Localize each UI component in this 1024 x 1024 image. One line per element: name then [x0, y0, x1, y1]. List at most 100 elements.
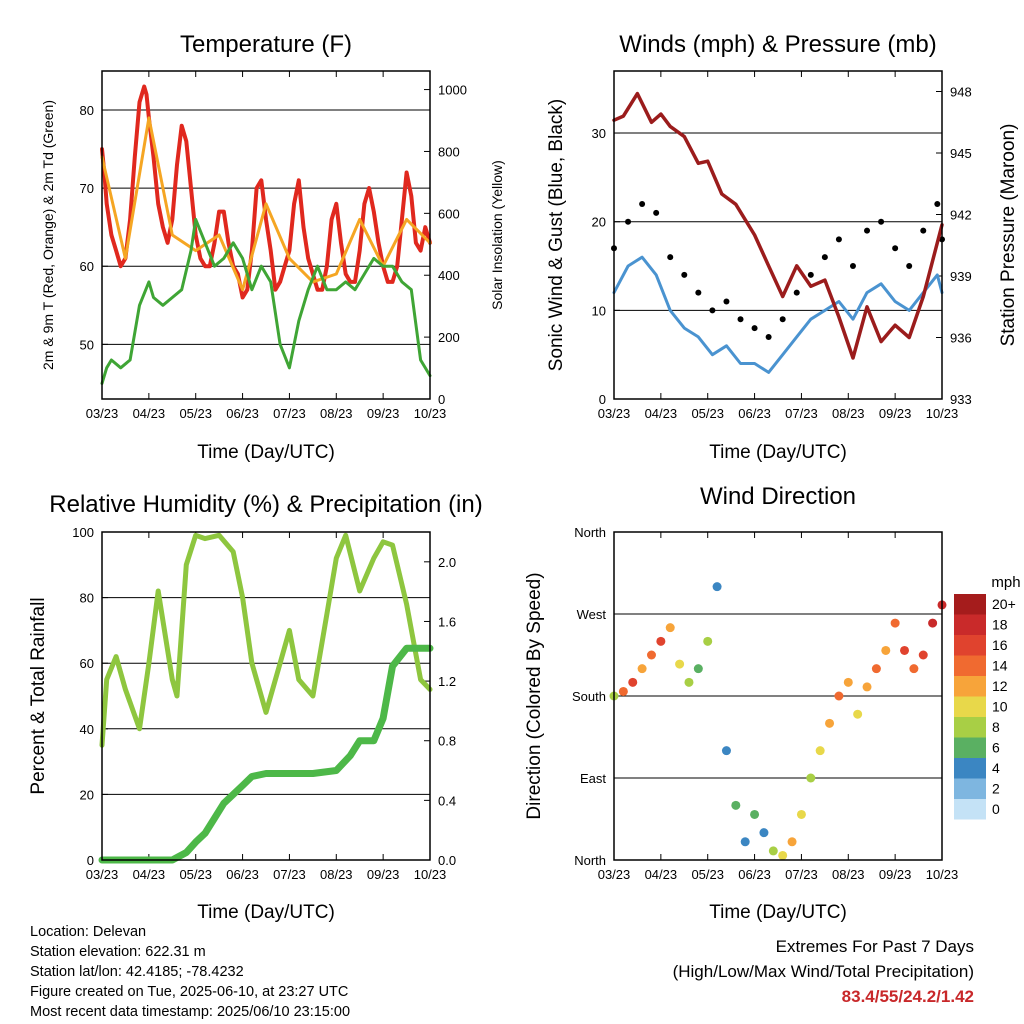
y-tick-label: 60 [80, 656, 94, 671]
y-tick-label: 30 [592, 126, 606, 141]
direction-point [628, 677, 638, 687]
temperature-plot-frame [101, 70, 431, 400]
x-tick-label: 04/23 [133, 406, 166, 421]
colorbar-swatch [954, 655, 986, 676]
y-tick-label: North [574, 525, 606, 540]
winds-series-line [612, 255, 944, 374]
colorbar-unit: mph [991, 574, 1020, 591]
extremes-subtitle: (High/Low/Max Wind/Total Precipitation) [672, 962, 974, 981]
winds-gust-point [723, 298, 730, 305]
colorbar-swatch [954, 737, 986, 758]
x-tick-label: 08/23 [320, 867, 353, 882]
direction-plot-frame [613, 531, 943, 861]
direction-point [646, 650, 656, 660]
y-tick-label: 20 [592, 215, 606, 230]
y-tick-label: South [572, 689, 606, 704]
winds-gust-point [681, 271, 688, 278]
winds-series-line [612, 91, 944, 360]
winds-ylabel-left: Sonic Wind & Gust (Blue, Black) [546, 99, 567, 371]
y-right-tick-label: 945 [950, 146, 972, 161]
winds-gust-point [765, 333, 772, 340]
colorbar-swatch [954, 799, 986, 820]
y-right-tick-label: 0.0 [438, 853, 456, 868]
x-tick-label: 09/23 [879, 867, 912, 882]
direction-point [825, 718, 835, 728]
direction-point [787, 837, 797, 847]
direction-point [900, 645, 910, 655]
direction-point [815, 746, 825, 756]
colorbar-label: 18 [992, 617, 1008, 633]
x-tick-label: 03/23 [86, 406, 119, 421]
humidity-series-line [99, 532, 433, 748]
direction-point [665, 623, 675, 633]
x-tick-label: 07/23 [785, 867, 818, 882]
winds-gust-point [793, 289, 800, 296]
y-tick-label: 0 [599, 392, 606, 407]
direction-point [881, 645, 891, 655]
colorbar-label: 10 [992, 699, 1008, 715]
y-tick-label: East [580, 771, 606, 786]
winds-gust-point [695, 289, 702, 296]
direction-point [890, 618, 900, 628]
direction-point [740, 837, 750, 847]
y-tick-label: 40 [80, 722, 94, 737]
winds-gust-point [639, 200, 646, 207]
direction-point [862, 682, 872, 692]
y-tick-label: West [577, 607, 607, 622]
y-tick-label: 0 [87, 853, 94, 868]
temperature-panel: Temperature (F) 506070800200400600800100… [40, 31, 505, 463]
direction-point [759, 828, 769, 838]
colorbar-swatch [954, 594, 986, 615]
winds-gust-point [709, 307, 716, 314]
colorbar-label: 2 [992, 781, 1000, 797]
colorbar-label: 16 [992, 637, 1008, 653]
temperature-xlabel: Time (Day/UTC) [197, 442, 335, 463]
x-tick-label: 10/23 [414, 406, 447, 421]
station-info: Location: Delevan Station elevation: 622… [30, 922, 350, 1022]
x-tick-label: 03/23 [86, 867, 119, 882]
winds-gust-point [807, 271, 814, 278]
winds-xlabel: Time (Day/UTC) [709, 442, 847, 463]
winds-panel: Winds (mph) & Pressure (mb) 0 10 20 30 933 93… [546, 31, 1019, 463]
direction-point [834, 691, 844, 701]
direction-point [637, 664, 647, 674]
winds-gust-point [779, 316, 786, 323]
direction-point [618, 686, 628, 696]
x-tick-label: 03/23 [598, 406, 631, 421]
x-tick-label: 09/23 [879, 406, 912, 421]
created-text: Figure created on Tue, 2025-06-10, at 23… [30, 984, 349, 1000]
colorbar-label: 4 [992, 760, 1000, 776]
direction-point [918, 650, 928, 660]
colorbar-swatch [954, 635, 986, 656]
y-right-tick-label: 1.2 [438, 674, 456, 689]
direction-ylabel-left: Direction (Colored By Speed) [524, 572, 545, 819]
y-right-tick-label: 0.8 [438, 734, 456, 749]
direction-point [796, 809, 806, 819]
y-right-tick-label: 600 [438, 206, 460, 221]
colorbar-label: 8 [992, 719, 1000, 735]
direction-point [712, 582, 722, 592]
temperature-title: Temperature (F) [180, 31, 352, 58]
winds-gust-point [667, 254, 674, 261]
temperature-ylabel-left: 2m & 9m T (Red, Orange) & 2m Td (Green) [40, 100, 56, 370]
direction-point [843, 677, 853, 687]
humidity-panel: Relative Humidity (%) & Precipitation (i… [28, 491, 483, 923]
direction-point [768, 846, 778, 856]
timestamp-text: Most recent data timestamp: 2025/06/10 2… [30, 1004, 351, 1020]
direction-point [853, 709, 863, 719]
y-tick-label: 70 [80, 181, 94, 196]
y-tick-label: 50 [80, 337, 94, 352]
x-tick-label: 10/23 [926, 406, 959, 421]
colorbar-swatch [954, 717, 986, 738]
y-right-tick-label: 800 [438, 144, 460, 159]
extremes-box: Extremes For Past 7 Days (High/Low/Max W… [673, 934, 974, 1009]
x-tick-label: 05/23 [179, 406, 212, 421]
direction-point [750, 809, 760, 819]
winds-plot-frame [613, 70, 943, 400]
x-tick-label: 07/23 [785, 406, 818, 421]
colorbar-label: 12 [992, 678, 1008, 694]
latlon-text: Station lat/lon: 42.4185; -78.4232 [30, 964, 244, 980]
x-tick-label: 04/23 [645, 406, 678, 421]
x-tick-label: 06/23 [738, 867, 771, 882]
direction-point [693, 664, 703, 674]
